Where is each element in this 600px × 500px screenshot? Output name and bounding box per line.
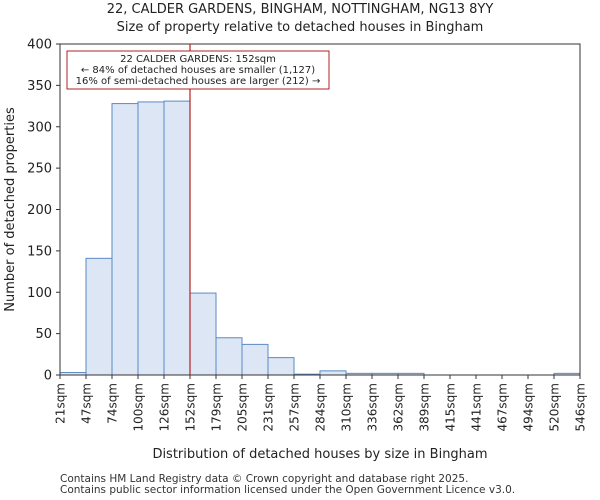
x-tick-label: 389sqm — [418, 383, 432, 431]
histogram-bar — [319, 370, 347, 376]
annotation-line-3: 16% of semi-detached houses are larger (… — [76, 76, 321, 87]
chart-subtitle: Size of property relative to detached ho… — [116, 20, 484, 35]
annotation-line-1: 22 CALDER GARDENS: 152sqm — [120, 54, 276, 65]
y-tick-label: 50 — [35, 327, 52, 342]
y-tick-label: 300 — [27, 120, 52, 135]
x-tick-label: 284sqm — [314, 383, 328, 431]
x-tick-label: 546sqm — [574, 383, 588, 431]
histogram-bar — [215, 337, 243, 376]
y-tick-label: 150 — [27, 244, 52, 259]
x-tick-label: 415sqm — [444, 383, 458, 431]
y-tick-label: 0 — [44, 369, 52, 384]
x-tick-label: 47sqm — [80, 383, 94, 424]
x-tick-label: 336sqm — [366, 383, 380, 431]
x-tick-label: 152sqm — [184, 383, 198, 431]
annotation-line-2: ← 84% of detached houses are smaller (1,… — [81, 65, 315, 76]
footer-line-2: Contains public sector information licen… — [60, 484, 516, 496]
footer-line-1: Contains HM Land Registry data © Crown c… — [60, 473, 469, 485]
x-tick-label: 441sqm — [470, 383, 484, 431]
y-tick-label: 200 — [27, 203, 52, 218]
x-tick-label: 205sqm — [236, 383, 250, 431]
x-tick-label: 74sqm — [106, 383, 120, 424]
x-tick-label: 494sqm — [522, 383, 536, 431]
histogram-bar — [137, 101, 165, 376]
annotation-box — [66, 50, 330, 90]
histogram-bar — [163, 100, 191, 376]
x-tick-label: 100sqm — [132, 383, 146, 431]
x-tick-label: 520sqm — [548, 383, 562, 431]
x-tick-label: 231sqm — [262, 383, 276, 431]
chart-title: 22, CALDER GARDENS, BINGHAM, NOTTINGHAM,… — [106, 2, 494, 17]
y-axis-label: Number of detached properties — [3, 107, 18, 312]
x-tick-label: 362sqm — [392, 383, 406, 431]
y-tick-label: 250 — [27, 162, 52, 177]
histogram-bar — [241, 343, 269, 376]
y-tick-label: 350 — [27, 79, 52, 94]
y-tick-label: 100 — [27, 286, 52, 301]
x-tick-label: 179sqm — [210, 383, 224, 431]
x-tick-label: 126sqm — [158, 383, 172, 431]
y-tick-label: 400 — [27, 38, 52, 53]
histogram-bar — [85, 257, 113, 376]
x-tick-label: 467sqm — [496, 383, 510, 431]
histogram-bar — [189, 292, 217, 376]
histogram-bar — [111, 103, 139, 376]
x-tick-label: 310sqm — [340, 383, 354, 431]
x-axis-label: Distribution of detached houses by size … — [152, 447, 487, 462]
x-tick-label: 257sqm — [288, 383, 302, 431]
histogram-bar — [267, 357, 295, 376]
histogram-chart: 0 50 100 150 200 250 300 350 400 21sqm 47sqm 74sqm 1… — [3, 38, 588, 463]
x-tick-label: 21sqm — [54, 383, 68, 424]
